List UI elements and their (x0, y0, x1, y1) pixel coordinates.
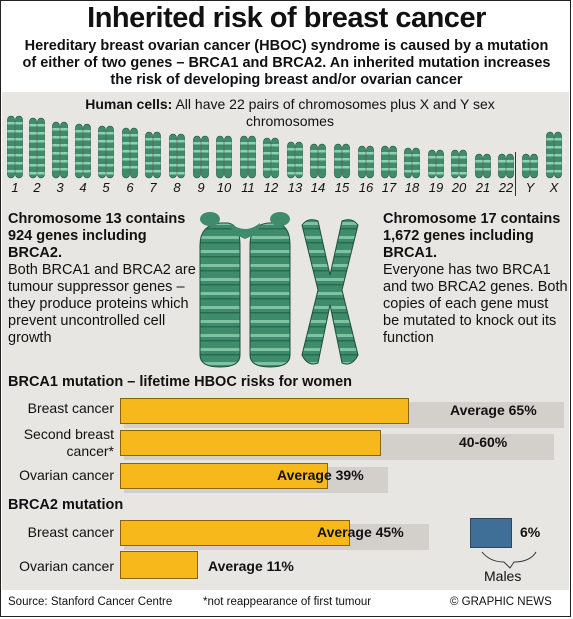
human-cells-label: Human cells: (85, 96, 173, 112)
chromosome-22-icon (498, 153, 514, 179)
chromosome-label: 12 (263, 180, 279, 195)
brca1-second-breast-bar (120, 430, 381, 456)
brca1-second-breast-value: 40-60% (459, 434, 508, 450)
chromosome-label: 10 (216, 180, 232, 195)
subtitle: Hereditary breast ovarian cancer (HBOC) … (22, 38, 551, 88)
brca1-breast-bar (120, 398, 409, 424)
chromosome-label: 13 (287, 180, 303, 195)
brca1-breast-value: Average 65% (450, 402, 537, 418)
chromosome-label: 19 (428, 180, 444, 195)
chromosome-17-icon (381, 145, 397, 179)
footnote-text: *not reappearance of first tumour (203, 596, 372, 608)
males-bar (470, 518, 512, 548)
chromosome-12-icon (263, 137, 279, 179)
chromosome-13-icon (199, 212, 291, 368)
credit-text: © GRAPHIC NEWS (450, 596, 552, 608)
chromosome-label: 8 (173, 180, 181, 195)
chromosome-1-icon (7, 115, 23, 179)
brca2-section-title: BRCA2 mutation (8, 497, 124, 513)
large-chromosomes-illustration (199, 212, 359, 368)
chromosome-label: 21 (475, 180, 491, 195)
males-label: Males (484, 568, 522, 584)
chromosome-17-heading: Chromosome 17 contains 1,672 genes inclu… (383, 211, 561, 261)
chromosome-3-icon (52, 121, 68, 179)
chromosome-9-icon (193, 135, 209, 179)
chromosome-label: 14 (310, 180, 326, 195)
chromosome-13-icon (287, 141, 303, 179)
chromosome-label: X (549, 180, 559, 195)
chromosome-label: 20 (451, 180, 467, 195)
brca1-ovarian-label: Ovarian cancer (19, 467, 114, 483)
brca2-ovarian-value: Average 11% (208, 558, 294, 574)
chromosome-15-icon (334, 143, 350, 179)
human-cells-text: All have 22 pairs of chromosomes plus X … (175, 96, 495, 129)
chromosome-17-icon (301, 219, 359, 365)
chromosome-13-text: Chromosome 13 contains 924 genes includi… (8, 211, 198, 347)
chromosome-label: 6 (126, 180, 134, 195)
chromosome-6-icon (122, 127, 138, 179)
sex-chromosome-divider (515, 152, 516, 196)
brca1-section-title: BRCA1 mutation – lifetime HBOC risks for… (8, 374, 353, 390)
chromosome-label: 15 (334, 180, 350, 195)
chromosome-17-text: Chromosome 17 contains 1,672 genes inclu… (383, 211, 568, 347)
brca2-breast-label: Breast cancer (27, 524, 114, 540)
chromosome-label: 16 (358, 180, 374, 195)
chromosome-label: Y (525, 180, 535, 195)
males-pointer (481, 551, 537, 569)
human-cells-caption: Human cells: All have 22 pairs of chromo… (60, 96, 520, 130)
chromosome-13-heading: Chromosome 13 contains 924 genes includi… (8, 211, 186, 261)
chromosome-14-icon (310, 143, 326, 179)
chromosome-19-icon (428, 149, 444, 179)
chromosome-label: 18 (404, 180, 420, 195)
chromosome-20-icon (451, 149, 467, 179)
chromosome-label: 22 (498, 180, 514, 195)
karyotype-illustration (7, 115, 562, 179)
chromosome-8-icon (169, 133, 185, 179)
chromosome-2-icon (29, 117, 45, 179)
source-text: Source: Stanford Cancer Centre (8, 596, 173, 608)
chromosome-10-icon (216, 135, 232, 179)
chromosome-label: 1 (11, 180, 19, 195)
chromosome-label: 2 (33, 180, 41, 195)
brca1-ovarian-bar (120, 463, 328, 489)
brca2-ovarian-bar (120, 551, 198, 579)
chromosome-7-icon (145, 131, 161, 179)
brca1-second-breast-label: Second breast cancer* (23, 426, 114, 459)
chromosome-Y-icon (522, 153, 538, 179)
chromosome-17-body: Everyone has two BRCA1 and two BRCA2 gen… (383, 262, 568, 346)
chromosome-label: 7 (149, 180, 157, 195)
chromosome-16-icon (358, 145, 374, 179)
brca2-ovarian-label: Ovarian cancer (19, 558, 114, 574)
chromosome-13-body: Both BRCA1 and BRCA2 are tumour suppress… (8, 262, 196, 346)
chromosome-X-icon (546, 131, 562, 179)
chromosome-label: 9 (197, 180, 205, 195)
page-title: Inherited risk of breast cancer (87, 2, 486, 34)
chromosome-5-icon (98, 125, 114, 179)
brca2-breast-bar (120, 520, 350, 546)
chromosome-label: 5 (102, 180, 110, 195)
chromosome-21-icon (475, 153, 491, 179)
chromosome-11-icon (240, 135, 256, 179)
chromosome-18-icon (404, 147, 420, 179)
brca1-ovarian-value: Average 39% (277, 467, 364, 483)
chromosome-label: 4 (79, 180, 87, 195)
chromosome-label: 3 (56, 180, 64, 195)
brca1-breast-label: Breast cancer (27, 400, 114, 416)
chromosome-label: 17 (381, 180, 397, 195)
males-value: 6% (520, 524, 541, 540)
chromosome-4-icon (75, 123, 91, 179)
chromosome-label: 11 (241, 180, 255, 195)
brca2-breast-value: Average 45% (317, 524, 404, 540)
